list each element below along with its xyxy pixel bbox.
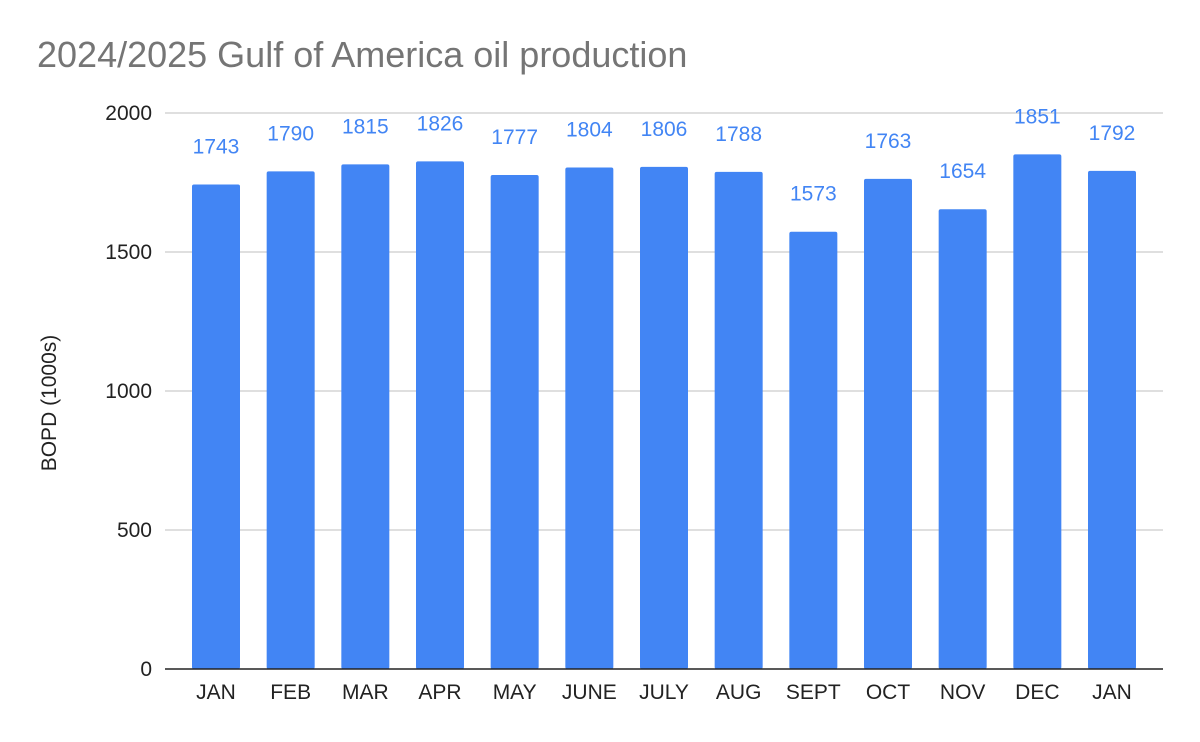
- bar: [490, 174, 539, 669]
- x-tick-label: JULY: [639, 681, 689, 704]
- bar-data-label: 1851: [1014, 105, 1061, 128]
- bar-data-label: 1806: [641, 118, 688, 141]
- y-tick-label: 1500: [105, 241, 152, 264]
- bar: [1013, 154, 1062, 669]
- bar: [1088, 170, 1136, 669]
- y-tick-label: 500: [117, 519, 152, 542]
- x-tick-label: OCT: [866, 681, 911, 704]
- y-tick-label: 2000: [105, 102, 152, 125]
- y-tick-label: 0: [140, 658, 152, 681]
- bar: [416, 161, 464, 669]
- x-axis-ticks: JAN FEB MAR APR MAY JUNE JULY AUG SEPT OCT NOV DEC J…: [196, 681, 1132, 704]
- chart-title: 2024/2025 Gulf of America oil production: [37, 34, 688, 75]
- x-tick-label: MAY: [493, 681, 537, 704]
- bar-data-label: 1743: [193, 135, 240, 158]
- bar-data-label: 1763: [865, 130, 912, 153]
- bar: [938, 209, 987, 670]
- bar-data-label: 1790: [267, 122, 314, 145]
- bar: [714, 171, 763, 669]
- y-axis-title: BOPD (1000s): [38, 335, 61, 472]
- x-tick-label: JAN: [196, 681, 236, 704]
- x-tick-label: NOV: [940, 681, 986, 704]
- bar: [565, 167, 614, 669]
- x-tick-label: DEC: [1015, 681, 1059, 704]
- bar: [864, 178, 912, 670]
- bar-data-label: 1573: [790, 183, 837, 206]
- y-tick-label: 1000: [105, 380, 152, 403]
- x-tick-label: SEPT: [786, 681, 841, 704]
- bar-data-label: 1792: [1089, 122, 1136, 145]
- x-tick-label: FEB: [270, 681, 311, 704]
- bar-data-label: 1804: [566, 118, 613, 141]
- bar: [192, 184, 240, 670]
- x-tick-label: MAR: [342, 681, 389, 704]
- y-axis-ticks: 0 500 1000 1500 2000: [105, 102, 152, 681]
- bar-data-label: 1777: [491, 126, 538, 149]
- bar-data-label: 1788: [715, 123, 762, 146]
- bars: [192, 154, 1136, 670]
- bar-data-label: 1815: [342, 115, 389, 138]
- x-tick-label: AUG: [716, 681, 762, 704]
- bar-data-label: 1654: [939, 160, 986, 183]
- x-tick-label: APR: [418, 681, 461, 704]
- x-tick-label: JAN: [1092, 681, 1132, 704]
- data-labels: 1743 1790 1815 1826 1777 1804 1806 1788 1573 1763…: [193, 105, 1136, 205]
- x-tick-label: JUNE: [562, 681, 617, 704]
- bar: [341, 164, 390, 669]
- bar-data-label: 1826: [417, 112, 464, 135]
- bar: [789, 231, 838, 669]
- bar: [266, 171, 315, 669]
- bar: [640, 166, 688, 669]
